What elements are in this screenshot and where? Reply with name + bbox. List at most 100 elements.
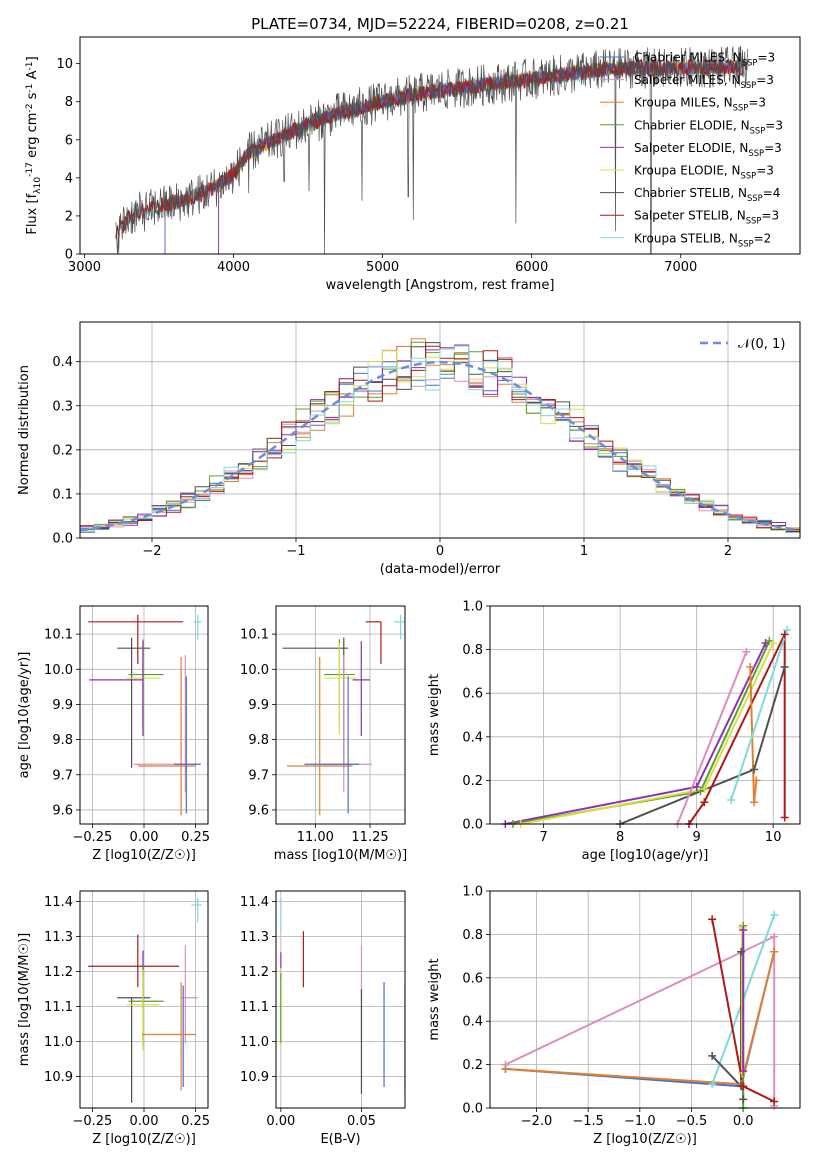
x-tick-label: 6000 (515, 260, 548, 275)
plus-marker (782, 625, 791, 634)
x-tick-label: −2 (142, 544, 161, 559)
plus-marker (739, 926, 748, 935)
y-tick-label: 11.4 (44, 895, 73, 910)
spectrum-line-salpeter-stelib (115, 59, 749, 239)
x-tick-label: 5000 (366, 260, 399, 275)
x-tick-label: −1.5 (572, 1114, 604, 1129)
legend-label: Kroupa MILES, NSSP=3 (634, 96, 766, 113)
series-line-salpeter-miles (676, 651, 748, 824)
axes-frame (489, 605, 801, 825)
plus-marker (780, 813, 789, 822)
y-tick-label: 8 (65, 95, 73, 110)
y-tick-label: 10.1 (240, 628, 269, 643)
plus-marker (737, 947, 746, 956)
series-line-salpeter-stelib (688, 633, 786, 824)
series-line-kroupa-stelib (730, 629, 788, 801)
axes-frame (275, 605, 406, 825)
plus-marker (770, 910, 779, 919)
y-tick-label: 9.9 (248, 698, 269, 713)
x-tick-label: −0.25 (72, 830, 112, 845)
y-tick-label: 0.0 (462, 818, 483, 833)
spectrum-legend: Chabrier MILES, NSSP=3 Salpeter MILES, NS… (600, 51, 783, 248)
errorbar-point (324, 642, 357, 735)
x-tick-label: 8 (616, 830, 624, 845)
x-tick-label: 11.25 (351, 830, 388, 845)
y-axis-label: Flux [fλ10-17 erg cm-2 s-1 A-1] (25, 56, 43, 234)
y-tick-label: 10.9 (240, 1070, 269, 1085)
panel-mass_vs_EBV: 0.00 0.05 10.9 11.0 11.1 11.2 11.3 11.4 E(B-V) (240, 890, 406, 1147)
y-tick-label: 0.0 (462, 1102, 483, 1117)
errorbar-point (181, 945, 198, 1044)
axes-frame (79, 36, 801, 255)
x-tick-label: 2 (724, 544, 732, 559)
legend-label: 𝒩(0, 1) (738, 337, 785, 352)
legend-label: Chabrier ELODIE, NSSP=3 (634, 118, 783, 135)
axes-frame (79, 890, 209, 1109)
y-tick-label: 9.7 (248, 768, 269, 783)
panel-weight_vs_age: 7 8 9 10 0.0 0.2 0.4 0.6 0.8 1.0 age [log10(age/yr… (427, 600, 801, 863)
gaussian-curve (80, 360, 800, 532)
series-line-chabrier-stelib (711, 951, 745, 1100)
y-tick-label: 0.4 (462, 730, 483, 745)
y-tick-label: 1.0 (462, 600, 483, 615)
legend-label: Chabrier STELIB, NSSP=4 (634, 186, 780, 203)
y-tick-label: 11.3 (44, 930, 73, 945)
y-tick-label: 10 (56, 57, 73, 72)
legend-label: Chabrier MILES, NSSP=3 (634, 51, 775, 68)
y-tick-label: 11.0 (44, 1035, 73, 1050)
y-tick-label: 0.1 (52, 487, 73, 502)
y-tick-label: 0.0 (52, 532, 73, 547)
y-tick-label: 1.0 (462, 885, 483, 900)
y-tick-label: 10.1 (44, 628, 73, 643)
y-tick-label: 0.4 (52, 355, 73, 370)
x-axis-label: age [log10(age/yr)] (582, 848, 709, 863)
errorbar-point (128, 639, 164, 728)
x-axis-label: Z [log10(Z/Z☉)] (92, 1132, 196, 1147)
y-tick-label: 11.0 (240, 1035, 269, 1050)
y-tick-label: 0.2 (52, 443, 73, 458)
plus-marker (742, 647, 751, 656)
legend-label: Kroupa STELIB, NSSP=2 (634, 231, 771, 248)
plus-marker (750, 798, 759, 807)
legend-label: Kroupa ELODIE, NSSP=3 (634, 164, 774, 181)
errorbar-point (88, 614, 184, 665)
spectrum-line-chabrier-stelib (115, 45, 749, 254)
y-tick-label: 10.0 (44, 663, 73, 678)
plus-marker (739, 1095, 748, 1104)
y-axis-label: mass [log10(M/M☉)] (17, 933, 32, 1066)
axes-frame (79, 321, 801, 539)
panel-age_vs_Z: −0.25 0.00 0.25 9.6 9.7 9.8 9.9 10.0 10.1 Z [log1… (17, 605, 210, 863)
plus-marker (739, 1082, 748, 1091)
plot-area-mass_vs_EBV (280, 898, 405, 1094)
panel-residuals: −2 −1 0 1 2 0.0 0.1 0.2 0.3 0.4 (data-model)/error… (17, 321, 801, 577)
figure-title: PLATE=0734, MJD=52224, FIBERID=0208, z=0… (251, 15, 629, 33)
x-tick-label: 7 (539, 830, 547, 845)
errorbar-point (304, 676, 360, 814)
errorbar-point (352, 641, 371, 737)
y-tick-label: 11.1 (240, 1000, 269, 1015)
panel-spectrum: 3000 4000 5000 6000 7000 0 2 4 6 8 10 wavelength [A… (25, 36, 801, 293)
plus-marker (692, 782, 701, 791)
errorbar-point (117, 637, 151, 768)
y-tick-label: 6 (65, 133, 73, 148)
plot-area-spectrum (115, 45, 749, 254)
x-tick-label: −0.25 (72, 1114, 112, 1129)
x-tick-label: 9 (693, 830, 701, 845)
x-tick-label: 7000 (664, 260, 697, 275)
legend-label: Salpeter MILES, NSSP=3 (634, 73, 774, 90)
y-tick-label: 9.6 (52, 803, 73, 818)
errorbar-point (89, 641, 144, 737)
plot-area-residuals (80, 338, 800, 534)
y-tick-label: 11.3 (240, 930, 269, 945)
y-axis-label: age [log10(age/yr)] (17, 652, 32, 779)
y-tick-label: 10.9 (44, 1070, 73, 1085)
plot-area-weight_vs_age (505, 629, 788, 824)
y-tick-label: 0.4 (462, 1015, 483, 1030)
x-tick-label: 0.00 (266, 1114, 295, 1129)
plus-marker (770, 947, 779, 956)
plus-marker (501, 1064, 510, 1073)
axes-frame (79, 605, 209, 825)
x-tick-label: 10 (765, 830, 782, 845)
y-axis-label: mass weight (427, 958, 442, 1040)
